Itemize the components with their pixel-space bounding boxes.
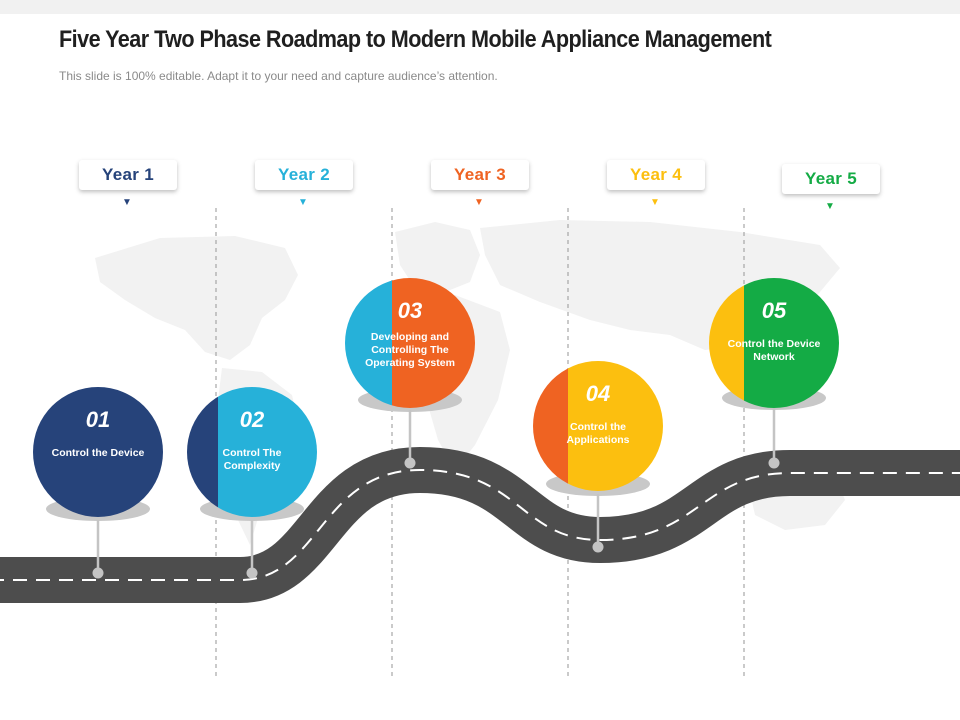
- year-label-4: Year 4: [630, 165, 682, 184]
- year-label-5: Year 5: [805, 169, 857, 188]
- pin-dots: [92, 457, 780, 579]
- milestone-number-04: 04: [585, 381, 611, 406]
- chevron-down-icon: ▼: [650, 197, 660, 208]
- chevron-down-icon: ▼: [474, 197, 484, 208]
- year-label-3: Year 3: [454, 165, 506, 184]
- chevron-down-icon: ▼: [122, 197, 132, 208]
- slide-title: Five Year Two Phase Roadmap to Modern Mo…: [59, 26, 772, 53]
- milestone-text-04: Control the Applications: [566, 421, 630, 446]
- milestone-number-05: 05: [761, 298, 787, 323]
- year-tab-4: Year 4: [607, 160, 705, 190]
- pin-stems: [96, 408, 776, 573]
- slide-subtitle: This slide is 100% editable. Adapt it to…: [59, 69, 498, 83]
- year-tab-3: Year 3: [431, 160, 529, 190]
- year-label-2: Year 2: [278, 165, 330, 184]
- year-label-1: Year 1: [102, 165, 154, 184]
- milestone-number-02: 02: [239, 407, 265, 432]
- year-tab-5: Year 5: [782, 164, 880, 194]
- milestone-text-02: Control The Complexity: [222, 447, 282, 472]
- chevron-down-icon: ▼: [298, 197, 308, 208]
- year-tab-1: Year 1: [79, 160, 177, 190]
- milestone-number-03: 03: [397, 298, 423, 323]
- milestone-number-01: 01: [85, 407, 111, 432]
- milestone-text-05: Control the Device Network: [727, 338, 821, 363]
- year-tab-2: Year 2: [255, 160, 353, 190]
- chevron-down-icon: ▼: [825, 201, 835, 212]
- top-bar: [0, 0, 960, 14]
- milestone-text-01: Control the Device: [51, 447, 145, 459]
- road: [0, 446, 960, 603]
- milestone-text-03: Developing and Controlling The Operating…: [365, 331, 455, 369]
